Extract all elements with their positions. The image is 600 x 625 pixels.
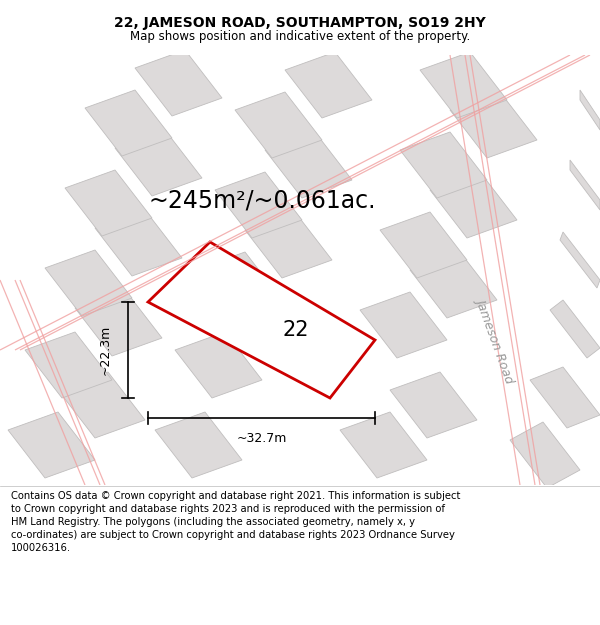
- Polygon shape: [430, 172, 517, 238]
- Polygon shape: [225, 292, 312, 358]
- Text: Map shows position and indicative extent of the property.: Map shows position and indicative extent…: [130, 30, 470, 43]
- Polygon shape: [45, 250, 132, 316]
- Polygon shape: [570, 160, 600, 210]
- Polygon shape: [380, 212, 467, 278]
- Polygon shape: [360, 292, 447, 358]
- Polygon shape: [8, 412, 95, 478]
- Polygon shape: [115, 130, 202, 196]
- Polygon shape: [550, 300, 600, 358]
- Polygon shape: [530, 367, 600, 428]
- Polygon shape: [65, 170, 152, 236]
- Text: Contains OS data © Crown copyright and database right 2021. This information is : Contains OS data © Crown copyright and d…: [11, 491, 460, 553]
- Polygon shape: [95, 210, 182, 276]
- Polygon shape: [235, 92, 322, 158]
- Polygon shape: [265, 132, 352, 198]
- Polygon shape: [420, 52, 507, 118]
- Polygon shape: [148, 242, 375, 398]
- Polygon shape: [390, 372, 477, 438]
- Text: 22: 22: [283, 321, 309, 341]
- Polygon shape: [285, 52, 372, 118]
- Polygon shape: [195, 252, 282, 318]
- Polygon shape: [580, 90, 600, 130]
- Polygon shape: [135, 50, 222, 116]
- Polygon shape: [340, 412, 427, 478]
- Polygon shape: [175, 332, 262, 398]
- Polygon shape: [410, 252, 497, 318]
- Polygon shape: [450, 92, 537, 158]
- Polygon shape: [25, 332, 112, 398]
- Polygon shape: [400, 132, 487, 198]
- Text: Jameson Road: Jameson Road: [473, 296, 517, 384]
- Polygon shape: [85, 90, 172, 156]
- Text: ~32.7m: ~32.7m: [237, 432, 287, 445]
- Text: ~22.3m: ~22.3m: [99, 325, 112, 375]
- Text: 22, JAMESON ROAD, SOUTHAMPTON, SO19 2HY: 22, JAMESON ROAD, SOUTHAMPTON, SO19 2HY: [114, 16, 486, 29]
- Polygon shape: [560, 232, 600, 288]
- Polygon shape: [245, 212, 332, 278]
- Polygon shape: [215, 172, 302, 238]
- Text: ~245m²/~0.061ac.: ~245m²/~0.061ac.: [148, 188, 376, 212]
- Polygon shape: [155, 412, 242, 478]
- Polygon shape: [75, 290, 162, 356]
- Polygon shape: [58, 372, 145, 438]
- Polygon shape: [510, 422, 580, 488]
